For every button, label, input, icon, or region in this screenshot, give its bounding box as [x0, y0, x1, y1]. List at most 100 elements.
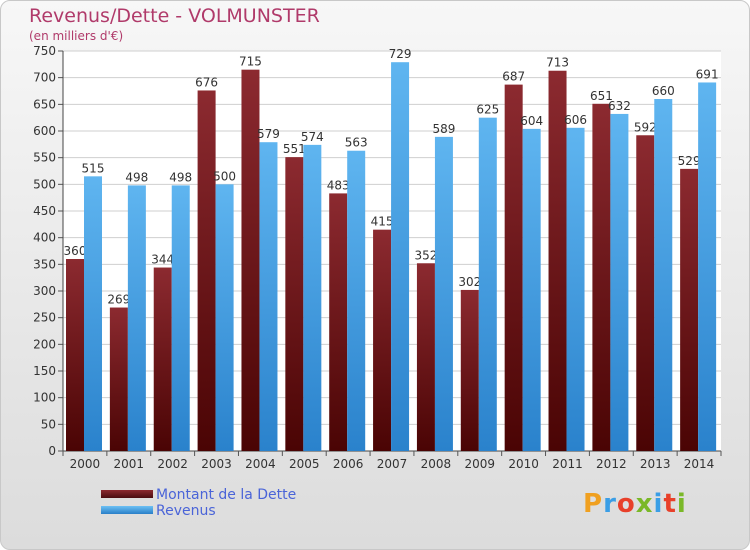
y-tick-label: 700 — [33, 71, 56, 85]
logo-letter: i — [676, 489, 687, 519]
x-tick-label: 2009 — [464, 457, 495, 471]
bar-dette — [548, 70, 567, 451]
x-tick-label: 2003 — [201, 457, 232, 471]
data-label: 352 — [414, 248, 437, 262]
y-tick-label: 250 — [33, 311, 56, 325]
bar-dette — [416, 263, 435, 451]
bar-dette — [109, 307, 128, 451]
bar-dette — [373, 229, 392, 451]
data-label: 344 — [151, 253, 174, 267]
data-label: 632 — [608, 99, 631, 113]
y-tick-label: 600 — [33, 124, 56, 138]
y-tick-label: 350 — [33, 257, 56, 271]
data-label: 574 — [301, 130, 324, 144]
data-label: 500 — [213, 169, 236, 183]
x-tick-label: 2010 — [508, 457, 539, 471]
data-label: 483 — [327, 178, 350, 192]
bar-revenus — [259, 142, 278, 451]
data-label: 715 — [239, 55, 262, 69]
bar-revenus — [391, 62, 410, 451]
proxiti-logo: Proxiti — [583, 489, 687, 519]
bar-revenus — [171, 185, 190, 451]
legend-label-dette: Montant de la Dette — [156, 487, 297, 503]
bar-revenus — [478, 117, 497, 452]
data-label: 515 — [82, 161, 105, 175]
data-label: 651 — [590, 89, 613, 103]
data-label: 415 — [371, 215, 394, 229]
data-label: 625 — [476, 103, 499, 117]
bar-dette — [66, 259, 84, 451]
data-label: 604 — [520, 114, 543, 128]
x-tick-label: 2001 — [114, 457, 145, 471]
x-tick-label: 2014 — [684, 457, 715, 471]
y-tick-label: 500 — [33, 177, 56, 191]
x-tick-label: 2004 — [245, 457, 276, 471]
data-label: 660 — [652, 84, 675, 98]
x-tick-label: 2012 — [596, 457, 627, 471]
bar-revenus — [347, 150, 366, 451]
y-tick-label: 450 — [33, 204, 56, 218]
bar-dette — [241, 69, 260, 452]
bar-dette — [680, 168, 699, 451]
x-tick-label: 2002 — [157, 457, 188, 471]
bar-revenus — [434, 136, 453, 451]
data-label: 360 — [64, 244, 87, 258]
bar-revenus — [566, 127, 585, 452]
legend-swatch-revenus — [101, 506, 153, 514]
data-label: 498 — [125, 170, 148, 184]
bar-dette — [197, 90, 216, 451]
legend-label-revenus: Revenus — [156, 503, 216, 519]
y-tick-label: 150 — [33, 364, 56, 378]
y-tick-label: 550 — [33, 151, 56, 165]
y-tick-label: 750 — [33, 44, 56, 58]
data-label: 713 — [546, 56, 569, 70]
data-label: 551 — [283, 142, 306, 156]
logo-letter: t — [663, 489, 677, 519]
x-tick-label: 2005 — [289, 457, 320, 471]
bar-revenus — [127, 185, 146, 451]
data-label: 687 — [502, 70, 525, 84]
y-tick-label: 50 — [41, 417, 56, 431]
data-label: 579 — [257, 127, 280, 141]
logo-letter: P — [583, 489, 604, 519]
logo-letter: o — [616, 489, 636, 519]
bar-dette — [592, 103, 611, 452]
data-label: 592 — [634, 120, 657, 134]
legend-swatch-dette — [101, 490, 153, 498]
x-tick-label: 2007 — [377, 457, 408, 471]
bar-revenus — [610, 113, 629, 451]
data-label: 563 — [345, 136, 368, 150]
bar-dette — [153, 267, 172, 451]
bar-dette — [460, 289, 479, 451]
bar-revenus — [698, 82, 717, 451]
data-label: 729 — [389, 47, 412, 61]
bar-revenus — [654, 99, 673, 451]
y-tick-label: 400 — [33, 231, 56, 245]
x-tick-label: 2000 — [70, 457, 101, 471]
chart-subtitle: (en milliers d'€) — [29, 29, 124, 43]
bar-revenus — [84, 176, 102, 452]
logo-letter: x — [635, 489, 654, 519]
x-tick-label: 2008 — [421, 457, 452, 471]
x-tick-label: 2006 — [333, 457, 364, 471]
bar-revenus — [215, 184, 234, 452]
bar-revenus — [522, 128, 541, 451]
logo-letter: i — [653, 489, 664, 519]
y-tick-label: 650 — [33, 97, 56, 111]
x-tick-label: 2011 — [552, 457, 583, 471]
logo-letter: r — [603, 489, 617, 519]
data-label: 606 — [564, 113, 587, 127]
data-label: 691 — [696, 67, 719, 81]
y-tick-label: 100 — [33, 391, 56, 405]
y-tick-label: 0 — [48, 444, 56, 458]
y-tick-label: 200 — [33, 337, 56, 351]
data-label: 676 — [195, 75, 218, 89]
x-tick-label: 2013 — [640, 457, 671, 471]
bar-dette — [285, 157, 304, 451]
data-label: 589 — [432, 122, 455, 136]
data-label: 498 — [169, 170, 192, 184]
data-label: 529 — [678, 154, 701, 168]
y-tick-label: 300 — [33, 284, 56, 298]
